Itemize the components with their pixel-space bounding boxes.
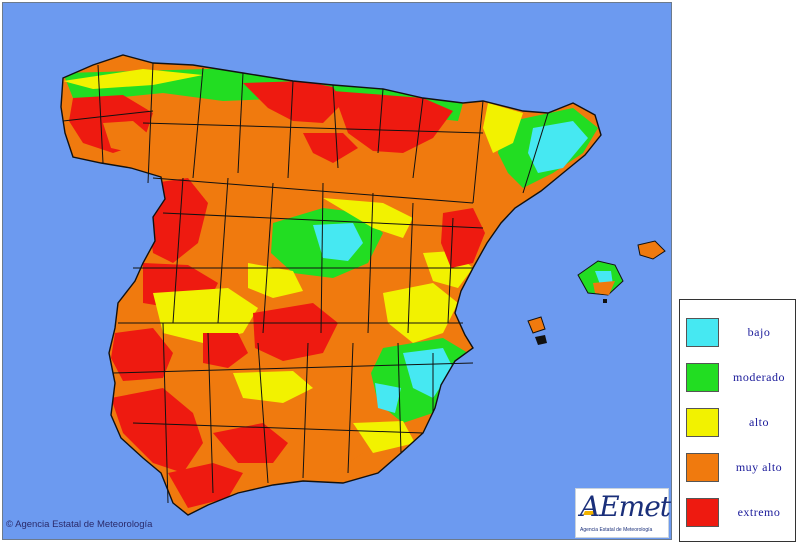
legend-label: alto [749, 415, 769, 429]
legend-item-muy-alto: muy alto [680, 453, 797, 489]
copyright-notice: © Agencia Estatal de Meteorología [6, 519, 153, 530]
spain-map [3, 3, 671, 539]
aemet-logo-icon: AEmet Agencia Estatal de Meteorología [575, 488, 671, 538]
logo-text: AEmet [580, 490, 671, 523]
risk-map [2, 2, 672, 540]
legend-label: muy alto [735, 460, 783, 474]
legend-label: moderado [733, 370, 785, 384]
balearic-islands [527, 240, 666, 345]
legend-label: bajo [747, 325, 771, 339]
legend-swatch [686, 498, 719, 527]
legend-item-alto: alto [680, 408, 797, 444]
legend-label: extremo [737, 505, 781, 519]
legend-item-extremo: extremo [680, 498, 797, 534]
province-borders [62, 62, 549, 504]
logo-subtext: Agencia Estatal de Meteorología [580, 527, 653, 533]
legend-swatch [686, 363, 719, 392]
map-legend: bajo moderado alto muy alto extremo [679, 299, 796, 542]
legend-swatch [686, 318, 719, 347]
legend-item-bajo: bajo [680, 318, 797, 354]
legend-item-moderado: moderado [680, 363, 797, 399]
legend-swatch [686, 408, 719, 437]
legend-swatch [686, 453, 719, 482]
